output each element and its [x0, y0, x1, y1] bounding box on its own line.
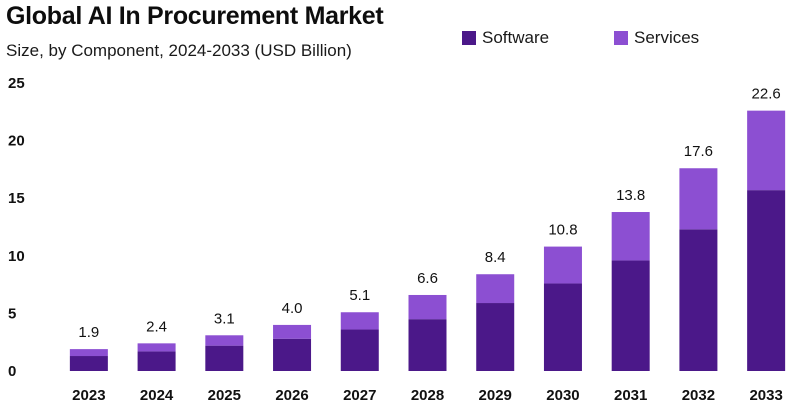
total-label-2030: 10.8: [548, 222, 577, 239]
x-tick-label-2028: 2028: [411, 387, 444, 404]
bar-software-2024: [137, 351, 176, 371]
bar-services-2025: [205, 335, 244, 346]
x-tick-label-2024: 2024: [140, 387, 174, 404]
bar-software-2028: [408, 319, 447, 371]
y-tick-label: 20: [8, 133, 25, 150]
bar-services-2023: [69, 349, 108, 357]
bar-services-2026: [273, 324, 312, 339]
total-label-2024: 2.4: [146, 318, 167, 335]
x-tick-label-2032: 2032: [682, 387, 715, 404]
x-tick-label-2033: 2033: [749, 387, 782, 404]
total-label-2028: 6.6: [417, 270, 438, 287]
total-label-2033: 22.6: [752, 86, 781, 103]
total-label-2032: 17.6: [684, 143, 713, 160]
bar-software-2031: [611, 260, 650, 371]
bar-software-2033: [747, 190, 786, 371]
total-label-2026: 4.0: [282, 300, 303, 317]
x-tick-label-2030: 2030: [546, 387, 579, 404]
bar-services-2024: [137, 343, 176, 352]
bar-services-2032: [679, 168, 718, 230]
legend-label-services: Services: [634, 28, 700, 47]
bar-services-2029: [476, 274, 515, 304]
legend-item-services: Services: [614, 28, 699, 48]
legend-swatch-services: [614, 31, 628, 45]
total-label-2025: 3.1: [214, 310, 235, 327]
x-tick-label-2027: 2027: [343, 387, 376, 404]
bar-software-2023: [69, 356, 108, 371]
bar-services-2033: [747, 110, 786, 191]
y-tick-label: 25: [8, 75, 25, 92]
bar-services-2027: [340, 312, 379, 330]
x-tick-label-2026: 2026: [275, 387, 308, 404]
x-tick-label-2023: 2023: [72, 387, 105, 404]
legend-label-software: Software: [482, 28, 550, 47]
y-tick-label: 15: [8, 190, 25, 207]
bar-services-2031: [611, 212, 650, 261]
x-tick-label-2031: 2031: [614, 387, 647, 404]
bar-services-2028: [408, 294, 447, 320]
legend-swatch-software: [462, 31, 476, 45]
y-tick-label: 0: [8, 363, 16, 380]
bar-software-2025: [205, 345, 244, 371]
bar-software-2030: [543, 283, 582, 371]
bar-software-2029: [476, 303, 515, 371]
x-tick-label-2025: 2025: [208, 387, 241, 404]
legend-item-software: Software: [462, 28, 549, 48]
total-label-2029: 8.4: [485, 249, 506, 266]
y-tick-label: 5: [8, 305, 16, 322]
x-tick-label-2029: 2029: [479, 387, 512, 404]
total-label-2031: 13.8: [616, 187, 645, 204]
chart-title: Global AI In Procurement Market: [6, 2, 384, 30]
total-label-2027: 5.1: [349, 287, 370, 304]
chart-subtitle: Size, by Component, 2024-2033 (USD Billi…: [6, 41, 352, 60]
bar-services-2030: [543, 246, 582, 284]
bar-software-2026: [273, 338, 312, 371]
y-tick-label: 10: [8, 248, 25, 265]
bar-software-2032: [679, 229, 718, 371]
bar-software-2027: [340, 329, 379, 371]
total-label-2023: 1.9: [78, 324, 99, 341]
